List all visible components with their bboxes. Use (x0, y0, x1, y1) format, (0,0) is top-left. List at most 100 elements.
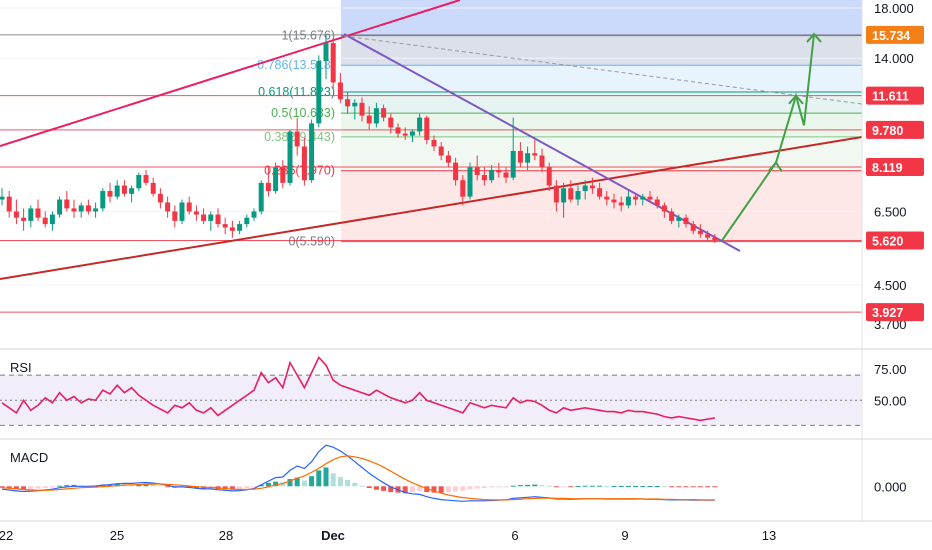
time-axis[interactable]: 22 25 28 Dec 6 9 13 (0, 522, 932, 550)
candle-body[interactable] (215, 214, 221, 225)
candle-body[interactable] (6, 196, 12, 212)
candle-body[interactable] (697, 230, 703, 235)
candle-body[interactable] (496, 169, 502, 173)
candle-body[interactable] (229, 227, 235, 231)
candle-body[interactable] (532, 153, 538, 156)
price-level-badge[interactable] (866, 231, 924, 250)
candle-body[interactable] (251, 211, 257, 218)
candle-body[interactable] (273, 167, 279, 192)
macd-signal-line[interactable] (1, 455, 715, 501)
candle-body[interactable] (265, 182, 271, 192)
candle-body[interactable] (604, 196, 610, 200)
candle-body[interactable] (647, 196, 653, 200)
macd-pane[interactable]: MACD 0.000 (0, 444, 907, 502)
candle-body[interactable] (366, 115, 372, 124)
candle-body[interactable] (330, 43, 336, 83)
candle-body[interactable] (71, 208, 77, 212)
rsi-line[interactable] (1, 356, 715, 422)
candle-body[interactable] (561, 188, 567, 203)
candle-body[interactable] (323, 43, 329, 62)
price-pane[interactable]: 1(15.676) 0.786(13.518) 0.618(11.823) 0.5(1… (0, 0, 932, 521)
candle-body[interactable] (481, 175, 487, 181)
candle-body[interactable] (568, 188, 574, 200)
candle-body[interactable] (114, 185, 120, 197)
candle-body[interactable] (618, 202, 624, 206)
candle-body[interactable] (78, 205, 84, 212)
candle-body[interactable] (121, 185, 127, 194)
candle-body[interactable] (21, 217, 27, 221)
candle-body[interactable] (373, 108, 379, 124)
candle-body[interactable] (179, 202, 185, 221)
candle-body[interactable] (100, 191, 106, 209)
candle-body[interactable] (467, 167, 473, 197)
candle-body[interactable] (287, 131, 293, 183)
candle-body[interactable] (345, 99, 351, 107)
candle-body[interactable] (359, 102, 365, 116)
candle-body[interactable] (309, 123, 315, 181)
rsi-pane[interactable]: RSI 75.00 50.00 (0, 356, 907, 426)
macd-line[interactable] (1, 444, 715, 502)
candle-body[interactable] (409, 131, 415, 136)
candle-body[interactable] (0, 196, 5, 200)
candle-body[interactable] (676, 217, 682, 221)
candle-body[interactable] (388, 117, 394, 128)
candle-body[interactable] (57, 199, 63, 215)
candle-body[interactable] (172, 211, 178, 221)
candle-body[interactable] (589, 185, 595, 189)
candle-body[interactable] (690, 224, 696, 231)
candle-body[interactable] (424, 117, 430, 140)
lower-trend-line[interactable] (0, 136, 863, 280)
candle-body[interactable] (244, 217, 250, 225)
candle-body[interactable] (489, 169, 495, 181)
candle-body[interactable] (597, 188, 603, 197)
candle-body[interactable] (129, 188, 135, 194)
upper-channel-line[interactable] (0, 0, 461, 147)
candle-body[interactable] (107, 191, 113, 197)
candle-body[interactable] (654, 199, 660, 206)
candle-body[interactable] (575, 191, 581, 200)
candle-body[interactable] (474, 167, 480, 176)
candle-body[interactable] (150, 182, 156, 194)
candle-body[interactable] (669, 211, 675, 221)
price-level-badge[interactable] (866, 25, 924, 44)
candle-body[interactable] (510, 150, 516, 178)
candle-body[interactable] (539, 155, 545, 168)
candle-body[interactable] (157, 193, 163, 203)
candle-body[interactable] (712, 237, 718, 241)
candle-body[interactable] (503, 172, 509, 178)
candle-body[interactable] (705, 234, 711, 238)
candle-body[interactable] (143, 175, 149, 183)
candle-body[interactable] (301, 146, 307, 181)
candle-body[interactable] (683, 217, 689, 225)
candle-body[interactable] (582, 185, 588, 192)
candle-body[interactable] (453, 162, 459, 181)
candle-body[interactable] (381, 108, 387, 118)
price-level-badge[interactable] (866, 120, 924, 139)
candle-body[interactable] (93, 208, 99, 212)
candle-body[interactable] (553, 185, 559, 203)
candle-body[interactable] (431, 139, 437, 147)
candle-body[interactable] (222, 224, 228, 228)
candle-body[interactable] (611, 199, 617, 203)
candle-body[interactable] (661, 205, 667, 212)
price-level-badge[interactable] (866, 86, 924, 105)
candle-body[interactable] (294, 131, 300, 147)
candle-body[interactable] (546, 167, 552, 186)
candle-body[interactable] (64, 199, 70, 209)
candle-body[interactable] (525, 153, 531, 163)
candle-body[interactable] (208, 214, 214, 221)
candle-body[interactable] (417, 117, 423, 132)
price-level-badge[interactable] (866, 303, 924, 322)
candle-body[interactable] (445, 155, 451, 163)
candle-body[interactable] (438, 146, 444, 156)
candle-body[interactable] (640, 196, 646, 200)
candle-body[interactable] (337, 82, 343, 100)
candle-body[interactable] (49, 214, 55, 225)
candle-body[interactable] (186, 202, 192, 212)
candle-body[interactable] (316, 61, 322, 124)
candle-body[interactable] (85, 205, 91, 212)
candle-body[interactable] (352, 102, 358, 107)
price-level-badge[interactable] (866, 158, 924, 177)
candle-body[interactable] (280, 167, 286, 183)
